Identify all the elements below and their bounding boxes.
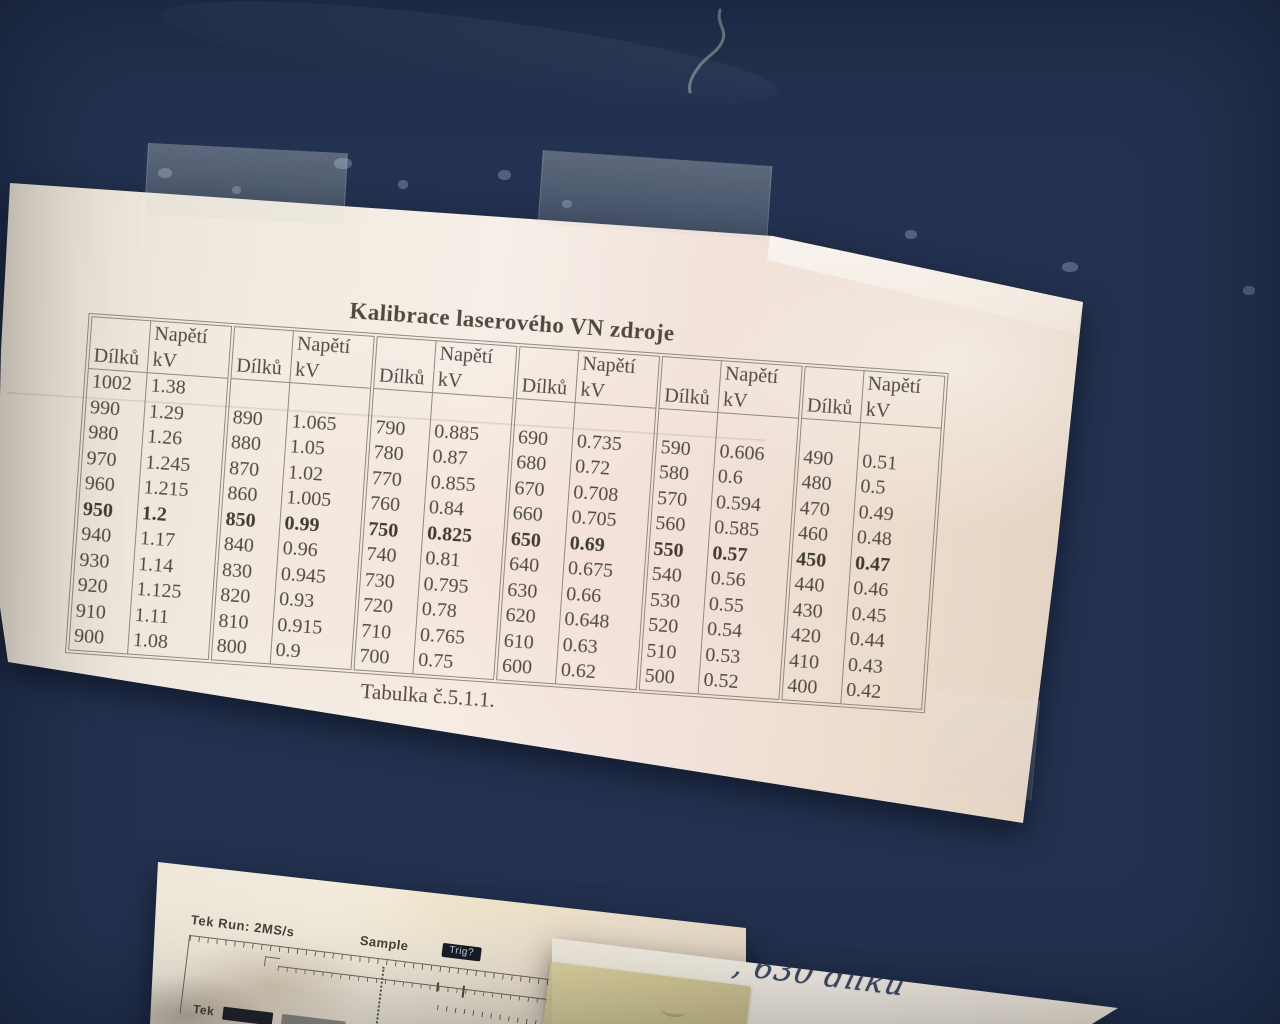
table-column-group: Dílků Napětí kV 1002 1.38 990 1.29 980 1.26 970 1.…	[68, 316, 233, 660]
col-header-dilku: Dílků	[373, 336, 437, 393]
dilku-value-cell: 980	[82, 419, 144, 450]
wall-speck	[232, 186, 241, 194]
tape-strip	[923, 691, 1041, 801]
dilku-value-cell: 440	[789, 571, 850, 602]
wall-speck	[158, 168, 172, 178]
sample-label: Sample	[359, 932, 410, 954]
napeti-value-cell: 0.42	[845, 678, 882, 704]
dilku-value-cell: 920	[72, 572, 133, 603]
dilku-value-cell: 620	[500, 602, 561, 633]
dilku-value-cell: 820	[214, 582, 276, 613]
dilku-value-cell: 560	[649, 510, 711, 541]
dilku-value-cell	[657, 408, 718, 439]
col-header-napeti: Napětí kV	[289, 330, 375, 389]
napeti-value-cell: 0.75	[417, 648, 454, 674]
dilku-value-cell: 720	[357, 592, 419, 623]
dilku-value-cell: 760	[364, 490, 426, 521]
dilku-value-cell: 1002	[86, 368, 148, 399]
dilku-value-cell	[371, 388, 433, 419]
col-header-dilku: Dílků	[516, 346, 579, 403]
dilku-value-cell	[229, 378, 290, 409]
wall-speck	[905, 230, 917, 239]
dilku-value-cell: 640	[503, 551, 565, 582]
tek-run-label: Tek Run: 2MS/s	[190, 912, 296, 940]
dilku-value-cell	[514, 398, 576, 429]
col-header-dilku: Dílků	[230, 326, 294, 383]
calibration-table: Dílků Napětí kV 1002 1.38 990 1.29 980 1.26 970 1.…	[64, 312, 949, 713]
wall-speck	[1243, 286, 1255, 295]
napeti-value-cell: 0.62	[560, 658, 597, 684]
table-column-group: Dílků Napětí kV 890 1.065 880 1.05 870 1.02 860 1.…	[210, 326, 375, 670]
col-header-dilku: Dílků	[658, 356, 722, 413]
col-header-napeti: Napětí kV	[575, 350, 660, 409]
napeti-value-cell: 0.9	[274, 638, 302, 663]
col-header-napeti: Napětí kV	[147, 320, 232, 379]
col-header-napeti: Napětí kV	[432, 340, 517, 399]
dilku-value-cell: 600	[496, 653, 558, 684]
table-column-group: Dílků Napětí kV 790 0.885 780 0.87 770 0.855 760 0…	[353, 336, 518, 680]
wall-scratch-mark	[688, 8, 726, 94]
dilku-value-cell: 400	[781, 673, 843, 704]
dilku-value-cell: 860	[222, 480, 283, 511]
dilku-value-cell: 460	[792, 520, 854, 551]
col-header-dilku: Dílků	[801, 366, 865, 423]
dilku-value-cell: 780	[368, 439, 429, 470]
calibration-sheet-paper: Kalibrace laserového VN zdroje Dílků Napě…	[0, 183, 1083, 823]
dilku-value-cell: 740	[361, 541, 422, 572]
dilku-value-cell: 880	[225, 429, 287, 460]
dilku-value-cell: 960	[79, 470, 141, 501]
wall-speck	[562, 200, 572, 208]
tek-footer-label: Tek	[192, 1002, 216, 1019]
col-header-dilku: Dílků	[88, 316, 151, 373]
paper-fold-corner	[767, 236, 1083, 334]
dilku-value-cell: 900	[68, 623, 130, 654]
dilku-value-cell: 540	[646, 561, 708, 592]
handwritten-note: , 630 dílků	[729, 948, 910, 1004]
dilku-value-cell: 840	[218, 531, 280, 562]
napeti-value-cell: 1.08	[132, 628, 169, 654]
table-column-group: Dílků Napětí kV 590 0.606 580 0.6 570 0.594 560 0.…	[638, 356, 803, 700]
col-header-napeti: Napětí kV	[717, 360, 803, 419]
tape-strip	[144, 142, 348, 226]
dilku-value-cell: 520	[642, 612, 704, 642]
dilku-value-cell: 500	[639, 663, 700, 694]
dilku-value-cell: 420	[785, 622, 847, 652]
dilku-value-cell: 940	[75, 521, 137, 552]
wall-speck	[334, 158, 352, 169]
dilku-value-cell: 800	[211, 633, 273, 664]
dilku-value-cell: 700	[353, 643, 415, 674]
col-header-napeti: Napětí kV	[860, 370, 945, 429]
dilku-value-cell: 580	[653, 459, 715, 490]
dilku-value-cell: 660	[507, 500, 568, 531]
table-column-group: Dílků Napětí kV 490 0.51 480 0.5 470 0.49 460 0.48…	[781, 365, 946, 710]
wall-speck	[1062, 262, 1078, 272]
trig-status-badge: Trig?	[441, 942, 482, 962]
gray-tape-patch	[0, 718, 36, 800]
wall-speck	[498, 170, 511, 180]
dilku-value-cell	[799, 418, 861, 449]
napeti-value-cell: 0.52	[702, 668, 740, 694]
calibration-sheet-content: Kalibrace laserového VN zdroje Dílků Napě…	[63, 280, 949, 742]
dilku-value-cell: 480	[796, 469, 857, 500]
dilku-value-cell: 680	[510, 449, 572, 480]
wall-speck	[398, 180, 408, 189]
table-column-group: Dílků Napětí kV 690 0.735 680 0.72 670 0.708 660 0…	[496, 346, 661, 690]
